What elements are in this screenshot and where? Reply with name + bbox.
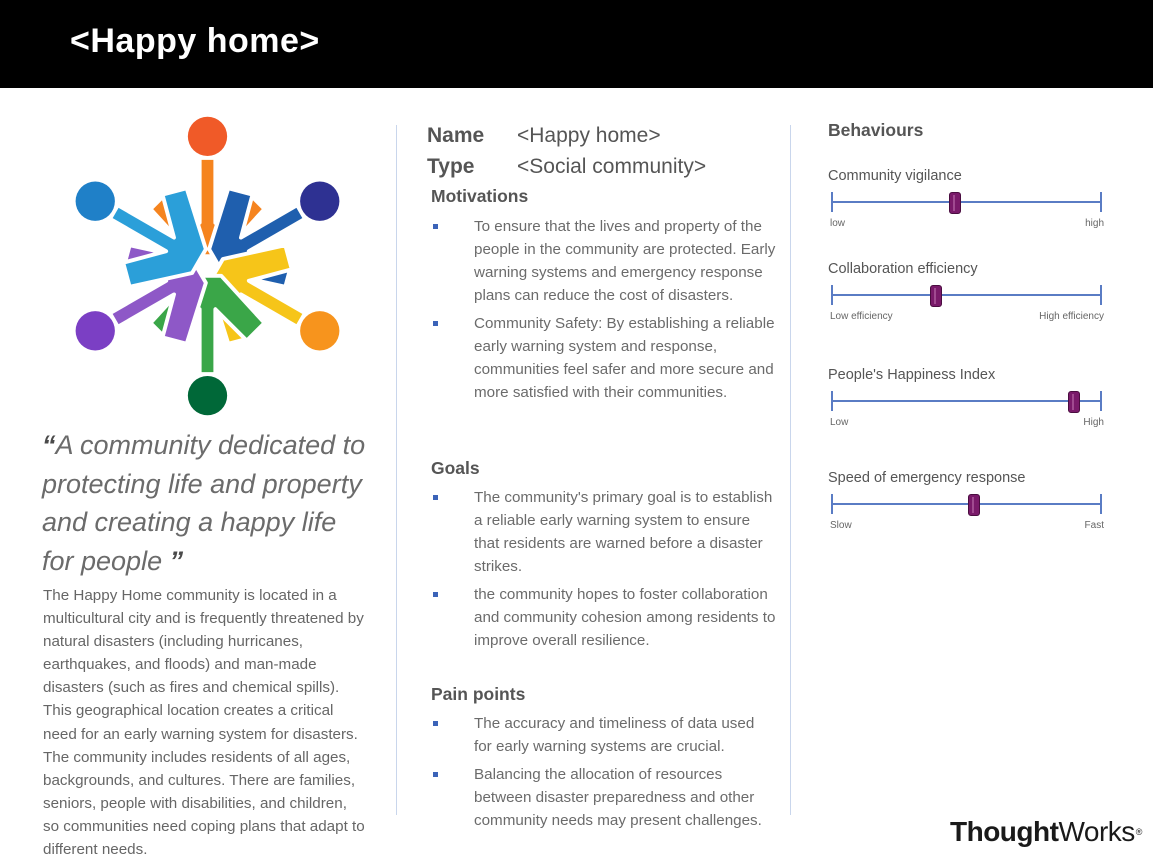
- slider-track: [831, 201, 1102, 203]
- behaviour-slider-happiness-index: People's Happiness Index Low High: [828, 367, 1108, 437]
- list-item: the community hopes to foster collaborat…: [431, 583, 776, 652]
- slider-track: [831, 294, 1102, 296]
- bullet-icon: [433, 592, 438, 597]
- list-item: The community's primary goal is to estab…: [431, 486, 776, 578]
- column-divider-right: [790, 125, 791, 815]
- list-item: To ensure that the lives and property of…: [431, 215, 776, 307]
- slider-label: Collaboration efficiency: [828, 261, 978, 277]
- bullet-icon: [433, 321, 438, 326]
- motivations-heading: Motivations: [431, 186, 529, 206]
- slider-high-label: Fast: [1084, 520, 1104, 531]
- registered-mark: ®: [1135, 827, 1143, 837]
- behaviour-slider-emergency-response-speed: Speed of emergency response Slow Fast: [828, 470, 1108, 540]
- slider-thumb: [930, 285, 943, 307]
- bullet-icon: [433, 224, 438, 229]
- slider-low-label: Low efficiency: [830, 311, 893, 322]
- goals-heading: Goals: [431, 458, 480, 478]
- slider-cap-left: [831, 494, 833, 514]
- list-item: Community Safety: By establishing a reli…: [431, 312, 776, 404]
- thoughtworks-logo: ThoughtWorks®: [950, 816, 1142, 848]
- list-item: The accuracy and timeliness of data used…: [431, 712, 776, 758]
- slider-low-label: Slow: [830, 520, 852, 531]
- slider-cap-right: [1100, 494, 1102, 514]
- slider-cap-left: [831, 192, 833, 212]
- name-label: Name: [427, 124, 485, 147]
- logo-figure-head: [75, 181, 115, 221]
- quote-open-mark: “: [42, 430, 56, 460]
- slider-thumb: [968, 494, 981, 516]
- slider-low-label: Low: [830, 417, 849, 428]
- bullet-icon: [433, 495, 438, 500]
- type-label: Type: [427, 155, 475, 178]
- logo-figure-shape: [108, 186, 208, 289]
- list-item-text: the community hopes to foster collaborat…: [474, 586, 776, 649]
- bullet-icon: [433, 772, 438, 777]
- bullet-icon: [433, 721, 438, 726]
- slider-cap-right: [1100, 285, 1102, 305]
- type-value: <Social community>: [517, 155, 707, 178]
- slider-track: [831, 400, 1102, 402]
- behaviours-heading: Behaviours: [828, 120, 924, 140]
- slider-high-label: high: [1085, 218, 1104, 229]
- list-item-text: Balancing the allocation of resources be…: [474, 766, 762, 829]
- quote-close-mark: ”: [162, 545, 184, 576]
- logo-heads: [75, 116, 340, 416]
- slider-low-label: low: [830, 218, 846, 229]
- slider-label: People's Happiness Index: [828, 367, 996, 383]
- slider-high-label: High efficiency: [1039, 311, 1104, 322]
- goals-list: The community's primary goal is to estab…: [431, 486, 776, 657]
- pain-points-heading: Pain points: [431, 684, 526, 704]
- logo-figure-head: [300, 181, 340, 221]
- slider-thumb: [949, 192, 962, 214]
- header-bar: <Happy home>: [0, 0, 1153, 88]
- pain-points-list: The accuracy and timeliness of data used…: [431, 712, 776, 837]
- slider-label: Community vigilance: [828, 168, 962, 184]
- brand-regular-text: Works: [1058, 816, 1135, 847]
- slider-track: [831, 503, 1102, 505]
- slider-cap-left: [831, 391, 833, 411]
- logo-figure-head: [75, 311, 115, 351]
- list-item-text: To ensure that the lives and property of…: [474, 218, 776, 304]
- column-divider-left: [396, 125, 397, 815]
- list-item-text: Community Safety: By establishing a reli…: [474, 315, 775, 401]
- brand-bold-text: Thought: [950, 816, 1059, 847]
- name-value: <Happy home>: [517, 124, 661, 147]
- slider-high-label: High: [1083, 417, 1104, 428]
- slider-thumb: [1068, 391, 1080, 413]
- list-item: Balancing the allocation of resources be…: [431, 763, 776, 832]
- behaviour-slider-community-vigilance: Community vigilance low high: [828, 168, 1108, 238]
- slider-cap-left: [831, 285, 833, 305]
- motivations-list: To ensure that the lives and property of…: [431, 215, 776, 409]
- list-item-text: The accuracy and timeliness of data used…: [474, 715, 755, 755]
- logo-figure-head: [187, 376, 228, 416]
- page-title: <Happy home>: [70, 22, 320, 60]
- slider-label: Speed of emergency response: [828, 470, 1026, 486]
- slider-cap-right: [1100, 192, 1102, 212]
- logo-figure-head: [187, 116, 228, 156]
- persona-quote: “A community dedicated to protecting lif…: [42, 426, 372, 580]
- slider-cap-right: [1100, 391, 1102, 411]
- list-item-text: The community's primary goal is to estab…: [474, 489, 773, 575]
- community-people-circle-icon: [75, 116, 340, 416]
- logo-figure-head: [300, 311, 340, 351]
- quote-text: A community dedicated to protecting life…: [42, 430, 366, 576]
- persona-description: The Happy Home community is located in a…: [43, 587, 365, 859]
- behaviour-slider-collaboration-efficiency: Collaboration efficiency Low efficiency …: [828, 261, 1108, 331]
- logo-figures: [108, 156, 307, 376]
